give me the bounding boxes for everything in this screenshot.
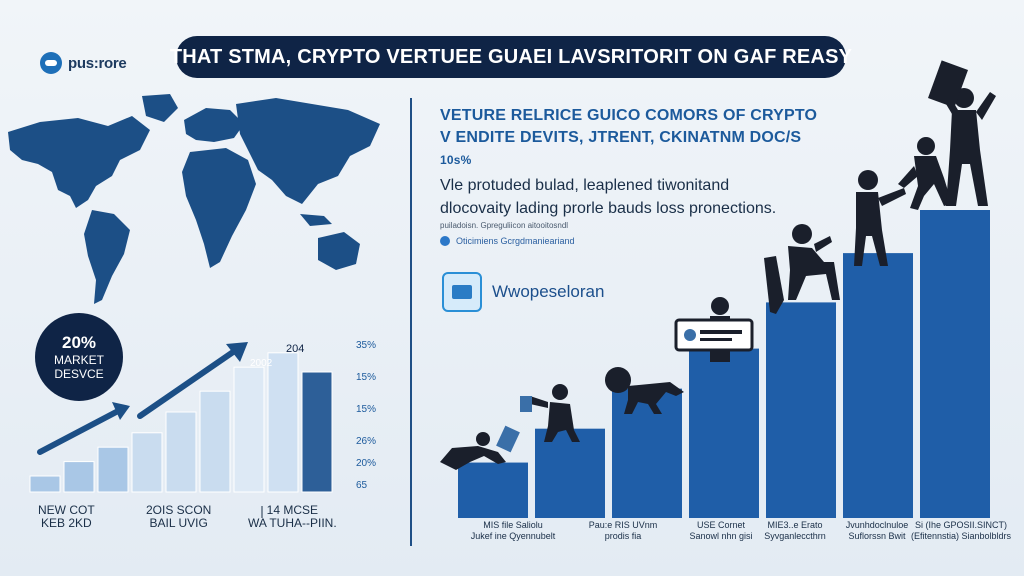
step-label-line-1: MIE3..e Erato xyxy=(767,520,823,530)
y-tick-6: 65 xyxy=(356,480,368,491)
bottom-label-1-line-1: NEW COT xyxy=(38,503,95,517)
trend-arrow-head-1 xyxy=(112,402,130,420)
step-label-line-2: Syvganleccthrn xyxy=(764,531,826,541)
vertical-divider xyxy=(410,98,412,546)
map-asia xyxy=(236,98,380,204)
logo-text: pus:rore xyxy=(68,54,127,72)
logo-icon xyxy=(40,52,62,74)
step-label: USE Cornet Sanowl nhn gisi xyxy=(666,520,776,542)
bottom-label-2: 2OIS SCON BAIL UVIG xyxy=(146,504,211,530)
secondary-brand-name: Wwopeseloran xyxy=(492,282,605,301)
step-label-line-2: Suflorssn Bwit xyxy=(848,531,906,541)
link-icon xyxy=(440,236,450,246)
heading-line-2: V ENDITE DEVITS, JTRENT, CKINATNM DOC/S xyxy=(440,129,802,146)
map-greenland xyxy=(142,94,178,122)
info-link[interactable]: Oticimiens Gcrgdmanieariand xyxy=(440,236,575,246)
y-tick-1: 35% xyxy=(356,340,377,351)
trend-arrow-head-2 xyxy=(226,342,248,362)
bottom-label-2-line-1: 2OIS SCON xyxy=(146,503,212,517)
badge-label-1: MARKET xyxy=(53,353,104,367)
growth-bar xyxy=(233,366,265,493)
map-indonesia xyxy=(300,214,332,226)
bottom-label-3-line-1: 14 MCSE xyxy=(266,503,319,517)
step-label: Si (Ihe GPOSII.SINCT) (Efitennstia) Sianb… xyxy=(906,520,1016,542)
step-label: MIS file Saliolu Jukef ine Qyennubelt xyxy=(458,520,568,542)
badge-percent: 20% xyxy=(61,333,97,352)
chart-top-label-2: 204 xyxy=(286,343,304,355)
y-tick-5: 20% xyxy=(356,458,377,469)
growth-bars xyxy=(29,352,333,493)
description-line-1: Vle protuded bulad, leaplened tiwonitand xyxy=(440,177,730,194)
bottom-label-3: 14 MCSE WA TUHA--PIIN. xyxy=(248,504,337,530)
bottom-label-2-line-2: BAIL UVIG xyxy=(149,516,208,530)
bottom-label-1: NEW COT KEB 2KD xyxy=(38,504,95,530)
title-banner: THAT STMA, CRYPTO VERTUEE GUAEI LAVSRITO… xyxy=(170,36,852,78)
map-south-america xyxy=(84,210,130,304)
step-label-line-1: USE Cornet xyxy=(696,520,746,530)
brand-icon xyxy=(442,272,482,312)
step-label-line-1: Si (Ihe GPOSII.SINCT) xyxy=(914,520,1008,530)
y-tick-4: 26% xyxy=(356,436,377,447)
growth-bar xyxy=(165,411,197,493)
step-label-line-2: (Efitennstia) Sianbolbldrs xyxy=(910,531,1012,541)
step-label-line-1: Pau:e RIS UVnm xyxy=(588,520,658,530)
map-australia xyxy=(318,232,360,270)
map-europe xyxy=(184,108,244,142)
description: Vle protuded bulad, leaplened tiwonitand… xyxy=(440,174,776,232)
info-link-text: Oticimiens Gcrgdmanieariand xyxy=(456,236,575,246)
growth-bar xyxy=(267,352,299,493)
step-label: MIE3..e Erato Syvganleccthrn xyxy=(740,520,850,542)
step-label-line-1: MIS file Saliolu xyxy=(483,520,543,530)
step-label-line-2: Jukef ine Qyennubelt xyxy=(470,531,556,541)
step-label: Pau:e RIS UVnm prodis fia xyxy=(568,520,678,542)
secondary-brand[interactable]: Wwopeseloran xyxy=(442,272,604,312)
growth-bar xyxy=(63,461,95,493)
growth-bar xyxy=(301,371,333,493)
source-note: puiladoisn. Gpreguliicon aitooitosndl xyxy=(440,221,569,230)
growth-bar xyxy=(131,432,163,493)
y-tick-3: 15% xyxy=(356,404,377,415)
bottom-label-3-line-2: WA TUHA--PIIN. xyxy=(248,516,337,530)
step-label-line-1: Jvunhdoclnuloe xyxy=(845,520,909,530)
map-africa xyxy=(182,148,256,268)
badge-label-2: DESVCE xyxy=(54,367,104,381)
heading-line-3: 10s% xyxy=(440,153,472,167)
growth-bar xyxy=(29,475,61,493)
page-title: THAT STMA, CRYPTO VERTUEE GUAEI LAVSRITO… xyxy=(169,45,853,68)
heading-line-1: VETURE RELRICE GUICO COMORS OF CRYPTO xyxy=(440,107,818,124)
map-north-america xyxy=(8,116,150,208)
trend-arrow xyxy=(37,347,239,455)
y-tick-2: 15% xyxy=(356,372,377,383)
description-line-2: dlocovaity lading prorle bauds loss pron… xyxy=(440,200,777,217)
growth-bar xyxy=(199,390,231,493)
step-label: Jvunhdoclnuloe Suflorssn Bwit xyxy=(822,520,932,542)
bottom-label-1-line-2: KEB 2KD xyxy=(40,516,92,530)
brand-logo[interactable]: pus:rore xyxy=(40,52,127,74)
world-map xyxy=(8,94,380,304)
step-label-line-2: prodis fia xyxy=(604,531,642,541)
market-badge: 20% MARKET DESVCE xyxy=(35,313,123,401)
growth-bar xyxy=(97,446,129,493)
chart-top-label-1: 2002 xyxy=(250,358,273,369)
left-graphics: 2002 204 xyxy=(8,94,380,518)
section-heading: VETURE RELRICE GUICO COMORS OF CRYPTO V … xyxy=(440,105,817,171)
step-label-line-2: Sanowl nhn gisi xyxy=(689,531,753,541)
